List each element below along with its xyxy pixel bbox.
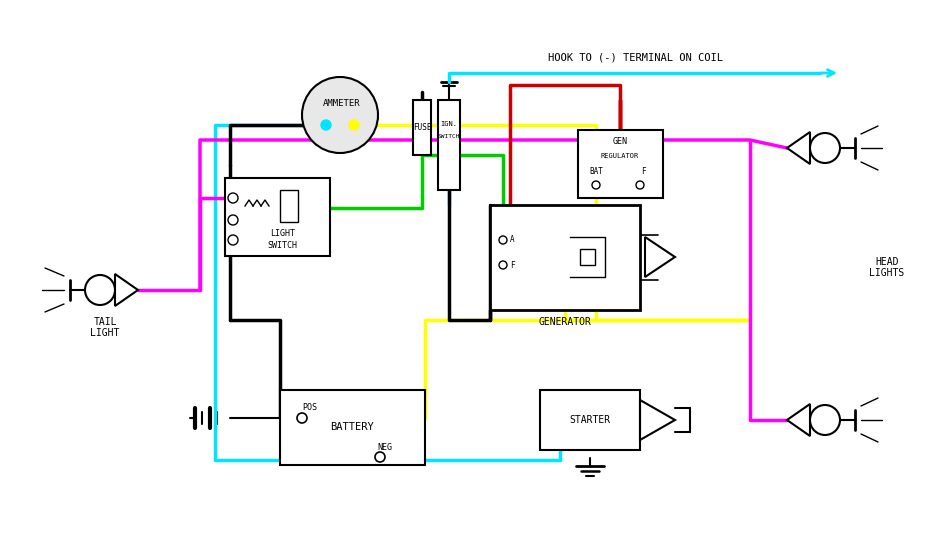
Text: REGULATOR: REGULATOR (601, 153, 639, 159)
Circle shape (592, 181, 600, 189)
Text: GEN: GEN (612, 137, 627, 147)
Text: FUSE: FUSE (413, 122, 431, 132)
Bar (490, 205, 640, 310)
Text: GENERATOR: GENERATOR (539, 317, 591, 327)
Text: HEAD: HEAD (875, 257, 899, 267)
Text: BATTERY: BATTERY (330, 422, 374, 432)
Circle shape (228, 215, 238, 225)
Circle shape (810, 405, 840, 435)
Bar (280, 190, 298, 222)
Text: STARTER: STARTER (569, 415, 610, 425)
Text: LIGHT: LIGHT (90, 328, 120, 338)
Text: A: A (509, 234, 514, 244)
Text: LIGHTS: LIGHTS (869, 268, 904, 278)
Circle shape (636, 181, 644, 189)
Circle shape (349, 120, 359, 130)
Bar (225, 178, 330, 256)
Text: IGN.: IGN. (441, 121, 458, 127)
Text: BAT: BAT (589, 167, 603, 176)
Circle shape (228, 235, 238, 245)
Text: F: F (641, 167, 645, 176)
Text: NEG: NEG (378, 442, 392, 451)
Circle shape (85, 275, 115, 305)
Bar (580, 249, 595, 265)
Text: TAIL: TAIL (93, 317, 117, 327)
Text: F: F (509, 260, 514, 270)
Bar (438, 100, 460, 190)
Text: HOOK TO (-) TERMINAL ON COIL: HOOK TO (-) TERMINAL ON COIL (547, 53, 723, 63)
Circle shape (228, 193, 238, 203)
Bar (413, 100, 431, 155)
Circle shape (499, 261, 507, 269)
Circle shape (321, 120, 331, 130)
Circle shape (499, 236, 507, 244)
Text: SWITCH: SWITCH (268, 240, 298, 249)
Circle shape (375, 452, 385, 462)
Text: POS: POS (303, 404, 318, 412)
Circle shape (810, 133, 840, 163)
Text: AMMETER: AMMETER (323, 98, 361, 108)
Circle shape (302, 77, 378, 153)
Text: LIGHT: LIGHT (270, 229, 295, 238)
Circle shape (297, 413, 307, 423)
Bar (540, 390, 640, 450)
Text: SWITCH: SWITCH (438, 133, 460, 138)
Bar (578, 130, 663, 198)
Bar (280, 390, 425, 465)
